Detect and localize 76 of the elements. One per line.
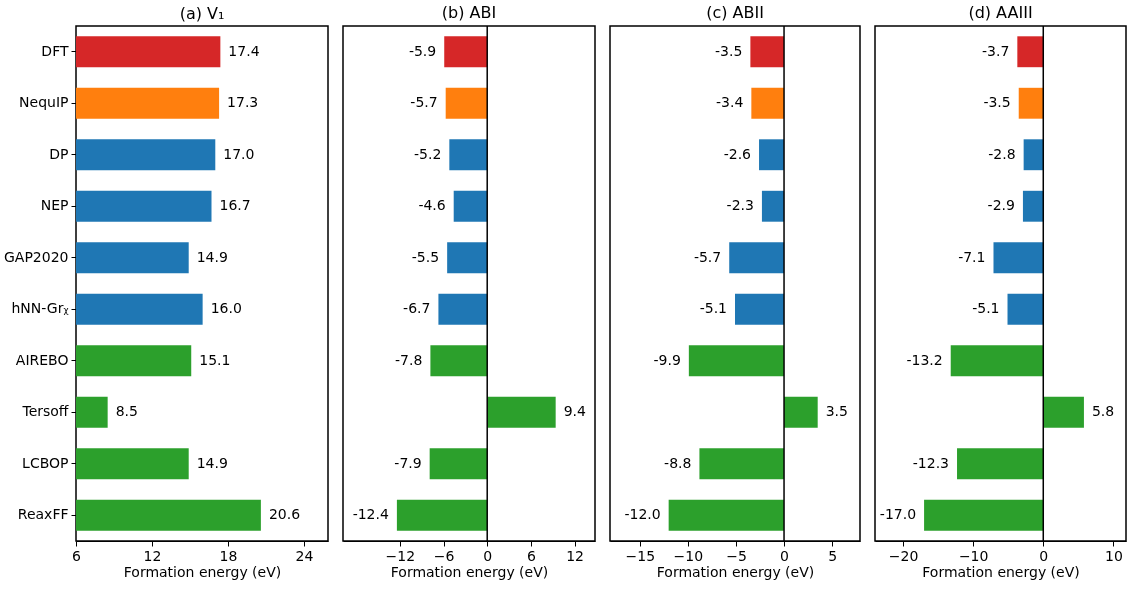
y-tick-label: Tersoff [21,403,69,420]
data-label: 16.7 [219,197,251,214]
data-label: -6.7 [403,300,431,317]
data-label: -5.1 [699,300,727,317]
y-tick-label: DP [49,145,69,162]
x-axis-title: Formation energy (eV) [656,563,815,580]
data-label: 17.3 [227,94,259,111]
data-label: -3.4 [716,94,744,111]
data-label: -5.1 [972,300,1000,317]
data-label: 5.8 [1091,403,1115,420]
data-label: -17.0 [879,506,917,523]
x-tick-label: 18 [219,547,238,564]
data-label: -8.8 [664,454,692,471]
x-tick-label: 12 [566,547,585,564]
y-tick-label: DFT [41,42,69,59]
chart-title: (d) AAIII [968,3,1033,23]
x-axis-title: Formation energy (eV) [390,563,549,580]
x-tick-label: 6 [526,547,536,564]
data-label: -2.6 [723,145,752,162]
data-label: -5.2 [414,145,442,162]
data-label: -3.5 [715,42,743,59]
data-label: -5.7 [410,94,438,111]
data-label: 14.9 [196,248,228,265]
y-tick-label: NequIP [19,94,69,111]
x-tick-label: 10 [1104,547,1123,564]
data-label: -5.5 [411,248,440,265]
x-tick-label: −5 [726,547,747,564]
x-tick-label: −15 [625,547,656,564]
y-tick-label: GAP2020 [4,248,69,265]
data-label: 17.0 [223,145,255,162]
x-axis-title: Formation energy (eV) [922,563,1080,580]
y-tick-label: LCBOP [22,454,69,471]
data-label: -5.9 [408,42,437,59]
data-label: -7.1 [958,248,986,265]
x-tick-label: 24 [295,547,314,564]
data-label: -12.3 [912,454,950,471]
x-tick-label: −10 [958,547,989,564]
data-label: -4.6 [418,197,446,214]
x-tick-label: −6 [433,547,455,564]
data-label: -2.3 [726,197,754,214]
x-tick-label: 12 [143,547,162,564]
y-tick-label: hNN-Grᵪ [11,300,69,317]
data-label: -5.7 [693,248,722,265]
y-tick-label: ReaxFF [17,506,69,523]
data-label: -2.8 [988,145,1016,162]
data-label: 15.1 [199,351,231,368]
x-tick-label: 6 [72,547,82,564]
data-label: -9.9 [653,351,681,368]
chart-title: (c) ABII [706,3,764,23]
data-label: -13.2 [906,351,943,368]
chart-title: (b) ABI [441,3,497,23]
x-tick-label: 0 [1039,547,1049,564]
data-label: -12.4 [352,506,389,523]
y-tick-label: NEP [40,197,69,214]
data-label: 16.0 [210,300,242,317]
x-tick-label: −10 [673,547,704,564]
x-tick-label: 0 [483,547,493,564]
data-label: 3.5 [825,403,848,420]
data-label: -7.8 [395,351,423,368]
data-label: 20.6 [268,506,301,523]
data-label: -12.0 [624,506,661,523]
data-label: -3.7 [982,42,1010,59]
x-tick-label: −20 [888,547,919,564]
x-tick-label: 5 [828,547,838,564]
data-label: -7.9 [394,454,422,471]
data-label: -2.9 [987,197,1015,214]
chart-title: (a) V₁ [179,4,225,23]
x-axis-title: Formation energy (eV) [123,563,282,580]
data-label: 9.4 [563,403,587,420]
data-label: 14.9 [196,454,228,471]
data-label: -3.5 [983,94,1011,111]
data-label: 8.5 [115,403,138,420]
x-tick-label: −12 [385,547,416,564]
x-tick-label: 0 [780,547,789,564]
y-tick-label: AIREBO [15,351,69,368]
data-label: 17.4 [228,42,260,59]
